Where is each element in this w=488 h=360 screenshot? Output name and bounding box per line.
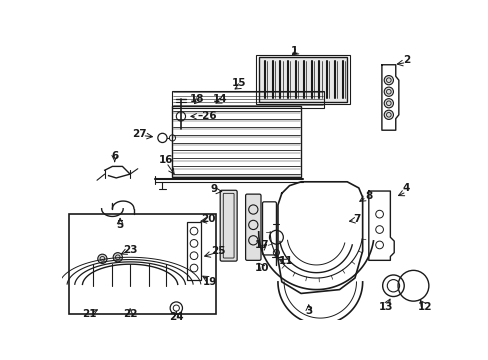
Text: 13: 13 [378, 302, 392, 311]
Text: 2: 2 [402, 55, 409, 65]
Text: 23: 23 [122, 244, 137, 255]
Bar [187, 222, 201, 280]
Text: 27: 27 [132, 129, 146, 139]
Text: 22: 22 [122, 309, 137, 319]
Text: 25: 25 [211, 246, 225, 256]
Text: 24: 24 [169, 311, 183, 321]
Text: 17: 17 [255, 240, 269, 250]
Text: 3: 3 [305, 306, 312, 316]
Bar [68, 214, 216, 314]
Bar [258, 57, 346, 102]
Text: 9: 9 [210, 184, 217, 194]
Text: 20: 20 [201, 214, 216, 224]
Text: –26: –26 [198, 111, 217, 121]
Bar [171, 91, 324, 108]
Text: 1: 1 [291, 46, 298, 56]
Text: 8: 8 [365, 191, 372, 201]
Circle shape [384, 87, 393, 96]
Text: 15: 15 [232, 78, 246, 88]
Text: 14: 14 [212, 94, 227, 104]
Bar [256, 55, 349, 104]
Circle shape [113, 253, 122, 262]
Text: 16: 16 [159, 155, 173, 165]
Text: 12: 12 [417, 302, 431, 311]
Text: 10: 10 [255, 263, 269, 273]
Text: 6: 6 [111, 152, 118, 161]
Text: 19: 19 [203, 277, 217, 287]
Text: 18: 18 [189, 94, 204, 104]
FancyBboxPatch shape [220, 190, 237, 261]
FancyBboxPatch shape [245, 194, 261, 260]
Text: 5: 5 [116, 220, 123, 230]
Circle shape [384, 110, 393, 120]
Text: 4: 4 [402, 183, 409, 193]
Circle shape [384, 76, 393, 85]
Text: 21: 21 [82, 309, 96, 319]
Circle shape [98, 254, 107, 264]
Text: 11: 11 [279, 256, 293, 266]
Circle shape [384, 99, 393, 108]
Bar [171, 106, 301, 177]
Text: 7: 7 [352, 214, 360, 224]
